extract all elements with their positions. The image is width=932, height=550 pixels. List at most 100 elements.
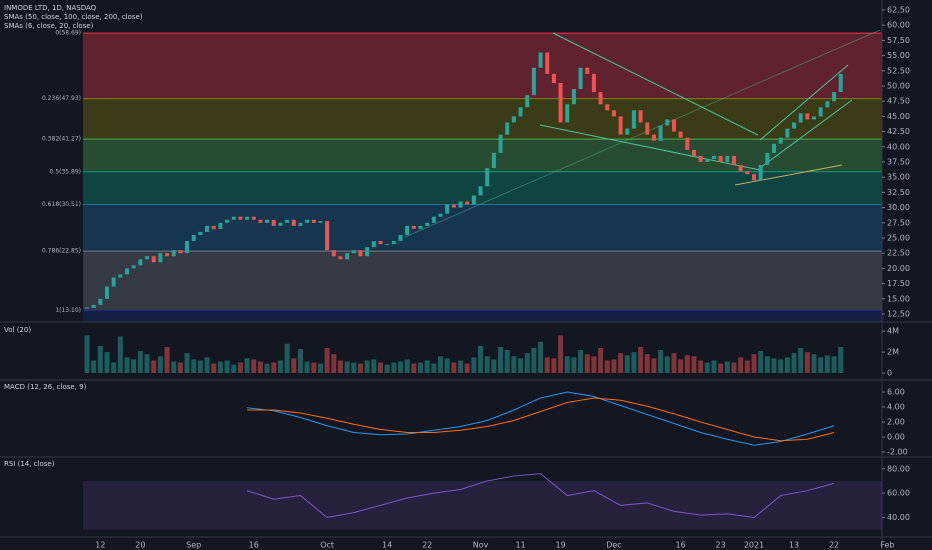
volume-bar — [824, 355, 830, 373]
volume-bar — [578, 350, 584, 373]
fib-label: 1(13.10) — [55, 307, 81, 314]
volume-bar — [184, 353, 190, 373]
fib-zone — [83, 33, 882, 99]
candle-body — [165, 253, 170, 257]
candle-body — [418, 225, 423, 229]
candle-body — [631, 110, 636, 129]
candle-body — [711, 155, 716, 159]
y-tick-label: 4.00 — [887, 402, 905, 411]
candle-body — [565, 104, 570, 123]
volume-bar — [337, 360, 343, 373]
y-tick-label: 47.50 — [887, 97, 910, 106]
candle-body — [378, 241, 383, 245]
volume-bar — [498, 346, 504, 373]
volume-bar — [584, 354, 590, 373]
volume-bar — [331, 354, 337, 373]
volume-bar — [451, 362, 457, 373]
candle-body — [571, 89, 576, 105]
candle-body — [425, 222, 430, 226]
volume-bar — [271, 362, 277, 373]
candle-body — [125, 268, 130, 275]
volume-bar — [558, 335, 564, 373]
volume-bar — [598, 347, 604, 373]
x-tick-label: 13 — [789, 541, 799, 550]
volume-bar — [264, 363, 270, 373]
y-tick-label: 37.50 — [887, 158, 910, 167]
volume-bar — [551, 358, 557, 373]
candle-body — [98, 298, 103, 305]
indicator-label: SMAs (6, close, 20, close) — [4, 22, 94, 30]
candle-body — [705, 158, 710, 162]
candle-body — [525, 95, 530, 108]
volume-bar — [137, 351, 143, 373]
candle-body — [305, 219, 310, 223]
y-tick-label: 52.50 — [887, 66, 910, 75]
volume-bar — [124, 357, 130, 373]
volume-bar — [291, 358, 297, 373]
volume-bar — [798, 347, 804, 373]
volume-bar — [404, 359, 410, 373]
candle-body — [585, 67, 590, 74]
candle-body — [171, 250, 176, 257]
candle-body — [691, 149, 696, 156]
candle-body — [778, 137, 783, 144]
candle-body — [792, 122, 797, 129]
volume-bar — [638, 346, 644, 373]
fib-zone — [83, 98, 882, 140]
y-tick-label: 62.50 — [887, 6, 910, 15]
x-tick-label: Feb — [880, 541, 894, 550]
volume-bar — [678, 359, 684, 373]
candle-body — [271, 219, 276, 226]
candle-body — [725, 155, 730, 162]
candle-body — [638, 110, 643, 123]
candle-body — [238, 216, 243, 220]
x-tick-label: Oct — [320, 541, 334, 550]
volume-bar — [431, 363, 437, 373]
volume-bar — [111, 362, 117, 373]
fib-zone — [83, 310, 882, 322]
volume-bar — [611, 359, 617, 373]
y-tick-label: 80.00 — [887, 464, 910, 473]
candle-body — [111, 277, 116, 287]
candle-body — [825, 101, 830, 108]
candle-body — [385, 244, 390, 246]
volume-bar — [698, 360, 704, 373]
candle-body — [718, 155, 723, 162]
y-tick-label: 55.00 — [887, 51, 910, 60]
volume-bar — [818, 357, 824, 373]
volume-bar — [377, 362, 383, 373]
volume-bar — [791, 353, 797, 373]
y-tick-label: 6.00 — [887, 387, 905, 396]
candle-body — [551, 73, 556, 83]
volume-bar — [511, 356, 517, 373]
volume-bar — [177, 362, 183, 373]
volume-bar — [224, 360, 230, 373]
candle-body — [471, 195, 476, 205]
y-tick-label: 27.50 — [887, 218, 910, 227]
candle-body — [398, 234, 403, 242]
volume-bar — [297, 348, 303, 373]
candle-body — [85, 307, 89, 309]
volume-bar — [744, 360, 750, 373]
candle-body — [698, 155, 703, 162]
candle-body — [391, 241, 396, 245]
candle-body — [451, 204, 456, 208]
volume-bar — [364, 360, 370, 373]
candle-body — [351, 250, 356, 254]
volume-bar — [784, 357, 790, 373]
volume-bar — [571, 357, 577, 373]
pane-label: RSI (14, close) — [4, 460, 55, 468]
pane-label: Vol (20) — [4, 326, 31, 334]
candle-body — [225, 219, 230, 223]
volume-bar — [117, 336, 123, 373]
candle-body — [651, 134, 656, 141]
x-tick-label: Nov — [473, 541, 489, 550]
y-tick-label: 4M — [887, 327, 899, 336]
fib-label: 0.382(41.27) — [42, 136, 81, 143]
volume-bar — [351, 362, 357, 373]
volume-bar — [518, 358, 524, 373]
candle-body — [625, 128, 630, 135]
candle-body — [218, 222, 223, 229]
volume-bar — [738, 357, 744, 373]
volume-bar — [631, 352, 637, 373]
